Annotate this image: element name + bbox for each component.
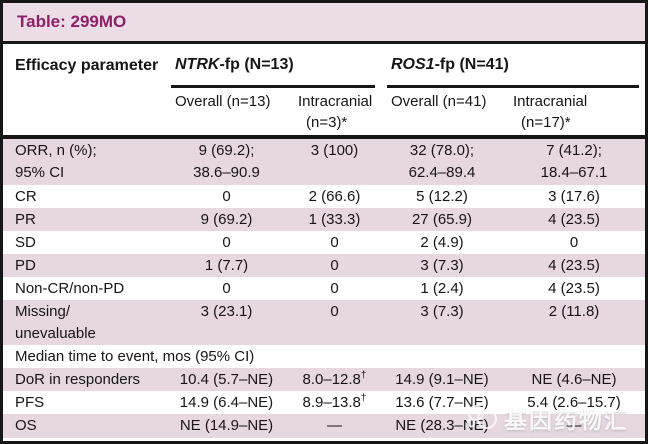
cell: 4 (23.5) — [548, 211, 600, 228]
cell: 8.9–13.8† — [302, 393, 367, 412]
cell-orr-ic-ntrk: 3 (100) — [310, 142, 359, 159]
group-header-ntrk: NTRK-fp (N=13) — [171, 44, 375, 88]
subheader-spacer — [3, 88, 165, 135]
gene-ros1-suffix: -fp (N=41) — [434, 55, 509, 73]
cell-orr-overall-ros1: 32 (78.0); 62.4–89.4 — [408, 142, 476, 181]
cell: 1 (33.3) — [308, 211, 361, 228]
table-row-pd: PD 1 (7.7) 0 3 (7.3) 4 (23.5) — [3, 254, 645, 277]
cell: 0 — [569, 234, 579, 251]
cell: 0 — [330, 280, 339, 297]
cell: NE (4.6–NE) — [531, 371, 617, 388]
row-label: DoR in responders — [15, 371, 141, 388]
row-label: PD — [15, 257, 36, 274]
cell: 4 (23.5) — [548, 257, 600, 274]
cell: 2 (11.8) — [548, 303, 600, 320]
table-row-pfs: PFS 14.9 (6.4–NE) 8.9–13.8† 13.6 (7.7–NE… — [3, 391, 645, 414]
cell: 0 — [222, 280, 231, 297]
dagger-footnote-mark: † — [360, 370, 367, 381]
cell: 3 (7.3) — [420, 257, 464, 274]
cell-orr-ic-ros1: 7 (41.2); 18.4–67.1 — [540, 142, 608, 181]
gene-ntrk-suffix: -fp (N=13) — [219, 55, 294, 73]
table-row-os: OS NE (14.9–NE) — NE (28.3–NE) — — [3, 414, 645, 438]
table-row-dor: DoR in responders 10.4 (5.7–NE) 8.0–12.8… — [3, 368, 645, 391]
efficacy-parameter-header: Efficacy parameter — [15, 57, 159, 74]
cell: 14.9 (6.4–NE) — [179, 394, 274, 411]
header-row: Efficacy parameter NTRK-fp (N=13) ROS1-f… — [3, 44, 645, 88]
table-row-orr: ORR, n (%); 95% CI 9 (69.2); 38.6–90.9 3… — [3, 139, 645, 185]
subcol-intracranial-n3: Intracranial (n=3)* — [298, 93, 373, 131]
table-title-bar: Table: 299MO — [3, 3, 645, 44]
row-label: PFS — [15, 394, 45, 411]
cell: 14.9 (9.1–NE) — [395, 371, 489, 388]
row-label: Missing/ unevaluable — [15, 303, 96, 342]
table-row-pr: PR 9 (69.2) 1 (33.3) 27 (65.9) 4 (23.5) — [3, 208, 645, 231]
row-label: ORR, n (%); 95% CI — [15, 142, 97, 181]
section-row-median-time: Median time to event, mos (95% CI) — [3, 345, 645, 368]
row-label: PR — [15, 211, 36, 228]
cell: 1 (2.4) — [420, 280, 464, 297]
cell: 13.6 (7.7–NE) — [395, 394, 489, 411]
cell: 0 — [222, 234, 231, 251]
cell: 8.0–12.8† — [302, 370, 367, 389]
dagger-footnote-mark: † — [360, 393, 367, 404]
cell: 9 (69.2) — [200, 211, 253, 228]
subcol-intracranial-n17: Intracranial (n=17)* — [513, 93, 588, 131]
cell: 10.4 (5.7–NE) — [179, 371, 274, 388]
group-header-ros1: ROS1-fp (N=41) — [387, 44, 639, 88]
group-ros1-wrap: ROS1-fp (N=41) — [381, 44, 645, 88]
table-row-cr: CR 0 2 (66.6) 5 (12.2) 3 (17.6) — [3, 185, 645, 208]
subcol-overall-n13: Overall (n=13) — [175, 93, 271, 110]
gene-ntrk: NTRK — [175, 55, 220, 73]
subheader-row: Overall (n=13) Intracranial (n=3)* Overa… — [3, 88, 645, 135]
cell: 27 (65.9) — [411, 211, 473, 228]
table-row-sd: SD 0 0 2 (4.9) 0 — [3, 231, 645, 254]
cell: 0 — [330, 257, 339, 274]
table-row-noncr-nonpd: Non-CR/non-PD 0 0 1 (2.4) 4 (23.5) — [3, 277, 645, 300]
row-label: OS — [15, 417, 37, 434]
cell: 0 — [330, 234, 339, 251]
cell: NE (28.3–NE) — [395, 417, 489, 434]
cell: 0 — [222, 188, 231, 205]
gene-ros1: ROS1 — [391, 55, 435, 73]
cell: 2 (4.9) — [420, 234, 464, 251]
cell: 3 (17.6) — [548, 188, 600, 205]
table-row-missing-unevaluable: Missing/ unevaluable 3 (23.1) 0 3 (7.3) … — [3, 300, 645, 345]
table-title: Table: 299MO — [17, 12, 127, 31]
header-divider — [3, 135, 645, 139]
cell: 0 — [330, 303, 339, 320]
row-label: SD — [15, 234, 36, 251]
cell: 1 (7.7) — [204, 257, 249, 274]
cell: 2 (66.6) — [308, 188, 361, 205]
section-label: Median time to event, mos (95% CI) — [15, 348, 255, 365]
cell-orr-overall-ntrk: 9 (69.2); 38.6–90.9 — [193, 142, 260, 181]
cell: 3 (7.3) — [420, 303, 464, 320]
row-label: Non-CR/non-PD — [15, 280, 125, 297]
cell: 5.4 (2.6–15.7) — [527, 394, 621, 411]
row-label: CR — [15, 188, 37, 205]
group-ntrk-wrap: NTRK-fp (N=13) — [165, 44, 381, 88]
cell: — — [566, 417, 582, 434]
cell: 4 (23.5) — [548, 280, 600, 297]
cell: 3 (23.1) — [200, 303, 253, 320]
cell: NE (14.9–NE) — [179, 417, 274, 434]
cell: — — [327, 417, 342, 434]
cell: 5 (12.2) — [416, 188, 468, 205]
subcol-overall-n41: Overall (n=41) — [391, 93, 487, 110]
